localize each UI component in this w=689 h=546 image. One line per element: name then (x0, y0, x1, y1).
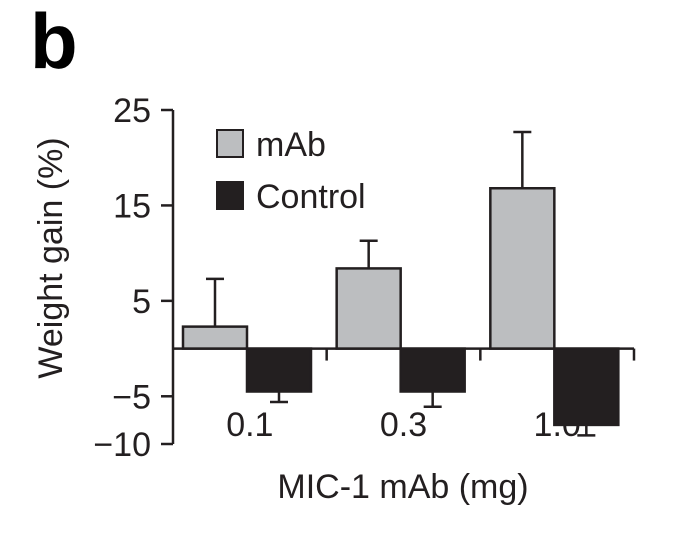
y-tick-label: 25 (113, 92, 151, 130)
bar-mab (181, 325, 249, 350)
legend-swatch-control (216, 181, 244, 210)
y-tick-label: 15 (113, 187, 151, 225)
y-tick-label: −5 (112, 378, 151, 416)
bar-control (245, 347, 313, 393)
bar-mab (489, 187, 556, 350)
bars (181, 130, 620, 437)
x-tick-label: 0.3 (380, 406, 427, 444)
legend-label: Control (256, 178, 366, 216)
legend-label: mAb (256, 126, 326, 164)
x-axis-title: MIC-1 mAb (mg) (277, 468, 528, 506)
y-axis: 25 15 5 −5 −10 (93, 92, 175, 464)
panel-letter: b (30, 0, 78, 85)
y-axis-title: Weight gain (%) (32, 137, 70, 378)
x-tick-label: 0.1 (226, 406, 273, 444)
y-tick-label: −10 (93, 426, 151, 464)
y-tick-label: 5 (132, 283, 151, 321)
legend-swatch-mab (216, 129, 244, 158)
bar-control (553, 347, 620, 427)
legend: mAb Control (216, 126, 366, 216)
bar-control (399, 347, 466, 393)
bar-mab (335, 267, 402, 350)
